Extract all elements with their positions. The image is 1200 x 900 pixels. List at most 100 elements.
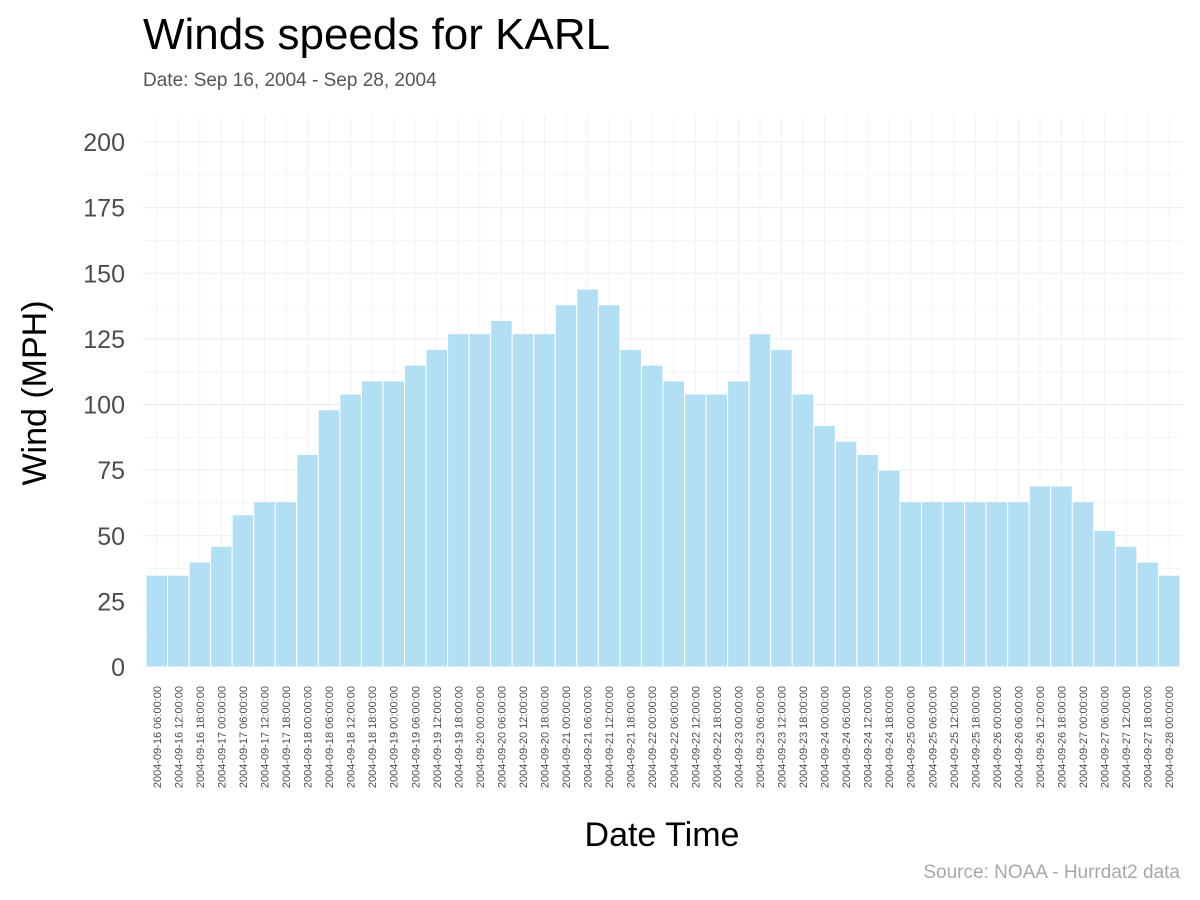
y-tick-label: 100	[83, 392, 125, 420]
x-tick-label: 2004-09-25 12:00:00	[949, 686, 961, 788]
x-tick-label: 2004-09-17 00:00:00	[216, 686, 228, 788]
x-tick-label: 2004-09-19 18:00:00	[453, 686, 465, 788]
bar	[856, 453, 879, 668]
bar	[985, 501, 1009, 668]
x-tick-label: 2004-09-19 12:00:00	[432, 686, 444, 788]
y-tick-label: 125	[83, 326, 125, 354]
y-tick-label: 175	[83, 195, 125, 223]
x-tick-label: 2004-09-21 12:00:00	[604, 686, 616, 788]
x-tick-label: 2004-09-21 00:00:00	[561, 686, 573, 788]
bar	[145, 574, 169, 668]
x-tick-label: 2004-09-23 12:00:00	[776, 686, 788, 788]
x-tick-label: 2004-09-27 18:00:00	[1143, 686, 1155, 788]
x-tick-label: 2004-09-17 18:00:00	[281, 686, 293, 788]
bar	[1028, 485, 1052, 668]
y-tick-label: 200	[83, 129, 125, 157]
bar	[921, 501, 944, 668]
bar	[684, 393, 707, 668]
bar	[662, 380, 686, 668]
x-tick-label: 2004-09-16 06:00:00	[152, 686, 164, 788]
bar	[210, 545, 233, 668]
x-tick-label: 2004-09-28 00:00:00	[1164, 686, 1176, 788]
bar	[1136, 561, 1159, 668]
x-tick-label: 2004-09-17 12:00:00	[259, 686, 271, 788]
x-tick-label: 2004-09-20 12:00:00	[518, 686, 530, 788]
x-tick-label: 2004-09-26 06:00:00	[1013, 686, 1025, 788]
x-tick-label: 2004-09-27 00:00:00	[1078, 686, 1090, 788]
y-axis-ticks: 0 25 50 75 100 125 150 175 200	[83, 129, 125, 682]
y-tick-label: 25	[97, 588, 125, 616]
bar	[834, 440, 858, 668]
x-tick-label: 2004-09-24 00:00:00	[820, 686, 832, 788]
bar	[813, 425, 836, 668]
bar	[554, 304, 578, 668]
bar	[339, 393, 362, 668]
x-tick-label: 2004-09-16 18:00:00	[195, 686, 207, 788]
bar	[877, 469, 901, 668]
bar	[964, 501, 987, 668]
x-tick-label: 2004-09-24 06:00:00	[841, 686, 853, 788]
bar	[1050, 485, 1073, 668]
x-tick-label: 2004-09-24 12:00:00	[863, 686, 875, 788]
y-tick-label: 0	[111, 654, 125, 682]
bar	[748, 333, 772, 668]
x-tick-label: 2004-09-23 00:00:00	[733, 686, 745, 788]
x-tick-label: 2004-09-26 12:00:00	[1035, 686, 1047, 788]
bar	[490, 320, 513, 668]
x-tick-label: 2004-09-22 00:00:00	[647, 686, 659, 788]
y-axis-label: Wind (MPH)	[16, 300, 54, 485]
x-axis-label: Date Time	[585, 816, 740, 854]
bar	[317, 409, 341, 668]
x-tick-label: 2004-09-18 00:00:00	[303, 686, 315, 788]
chart-subtitle: Date: Sep 16, 2004 - Sep 28, 2004	[143, 70, 437, 91]
bar	[188, 561, 212, 668]
x-tick-label: 2004-09-23 06:00:00	[755, 686, 767, 788]
x-tick-label: 2004-09-22 18:00:00	[712, 686, 724, 788]
bar	[253, 501, 276, 668]
y-tick-label: 75	[97, 457, 125, 485]
bar	[1007, 501, 1030, 668]
bar	[1157, 574, 1181, 668]
x-tick-label: 2004-09-21 18:00:00	[626, 686, 638, 788]
chart-caption: Source: NOAA - Hurrdat2 data	[923, 862, 1180, 883]
x-tick-label: 2004-09-22 06:00:00	[669, 686, 681, 788]
bar	[705, 393, 729, 668]
x-tick-label: 2004-09-23 18:00:00	[798, 686, 810, 788]
x-tick-label: 2004-09-19 06:00:00	[410, 686, 422, 788]
bar	[899, 501, 922, 668]
bar	[360, 380, 384, 668]
bar	[942, 501, 966, 668]
bar	[597, 304, 621, 668]
x-tick-label: 2004-09-18 06:00:00	[324, 686, 336, 788]
bar	[296, 453, 319, 668]
x-tick-label: 2004-09-19 00:00:00	[389, 686, 401, 788]
x-tick-label: 2004-09-25 18:00:00	[970, 686, 982, 788]
bar	[511, 333, 535, 668]
bar	[727, 380, 750, 668]
x-tick-label: 2004-09-16 12:00:00	[173, 686, 185, 788]
bar	[382, 380, 406, 668]
bar	[231, 514, 255, 668]
x-tick-label: 2004-09-25 00:00:00	[906, 686, 918, 788]
bar	[619, 348, 642, 668]
chart-title: Winds speeds for KARL	[143, 10, 611, 59]
y-tick-label: 150	[83, 260, 125, 288]
x-tick-label: 2004-09-20 00:00:00	[475, 686, 487, 788]
bar	[1093, 530, 1116, 668]
bar	[167, 574, 190, 668]
x-tick-label: 2004-09-17 06:00:00	[238, 686, 250, 788]
bar	[447, 333, 470, 668]
x-tick-label: 2004-09-24 18:00:00	[884, 686, 896, 788]
x-tick-label: 2004-09-20 06:00:00	[496, 686, 508, 788]
bar	[404, 364, 427, 668]
bar	[1114, 545, 1138, 668]
bar	[791, 393, 815, 668]
bar	[425, 348, 449, 668]
x-axis-ticks: 2004-09-16 06:00:00 2004-09-16 12:00:00 20…	[152, 686, 1176, 788]
bars	[145, 288, 1181, 668]
x-tick-label: 2004-09-27 06:00:00	[1100, 686, 1112, 788]
bar	[1071, 501, 1095, 668]
bar	[274, 501, 298, 668]
bar	[468, 333, 492, 668]
